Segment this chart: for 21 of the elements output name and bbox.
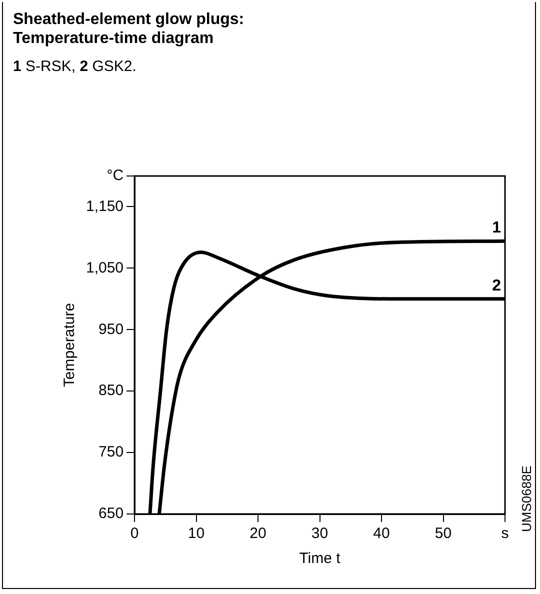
y-tick-label: 950 [98, 320, 124, 338]
x-tick-label: s [501, 525, 509, 542]
y-tick-label: 850 [98, 382, 124, 400]
x-tick-label: 40 [373, 525, 390, 542]
x-tick-label: 10 [188, 525, 205, 542]
chart-title: Sheathed-element glow plugs: Temperature-time diagram [13, 10, 246, 48]
x-tick-label: 50 [434, 525, 452, 542]
x-axis-title: Time t [299, 550, 342, 568]
chart-subtitle: 1 S-RSK, 2 GSK2. [13, 58, 138, 75]
x-tick-label: 30 [311, 525, 328, 542]
series-label: 1 [492, 220, 502, 237]
x-tick-label: 0 [130, 525, 139, 542]
x-tick-label: 20 [250, 525, 266, 542]
series-label: 2 [492, 277, 502, 294]
y-tick-label: 750 [98, 444, 124, 461]
y-tick-label: 1,050 [86, 259, 124, 276]
y-axis-title: Temperature [61, 302, 78, 388]
y-tick-label: °C [106, 167, 124, 184]
y-tick-label: 1,150 [86, 198, 124, 215]
y-tick-label: 650 [98, 505, 124, 522]
text: UMS0688E [519, 466, 534, 532]
